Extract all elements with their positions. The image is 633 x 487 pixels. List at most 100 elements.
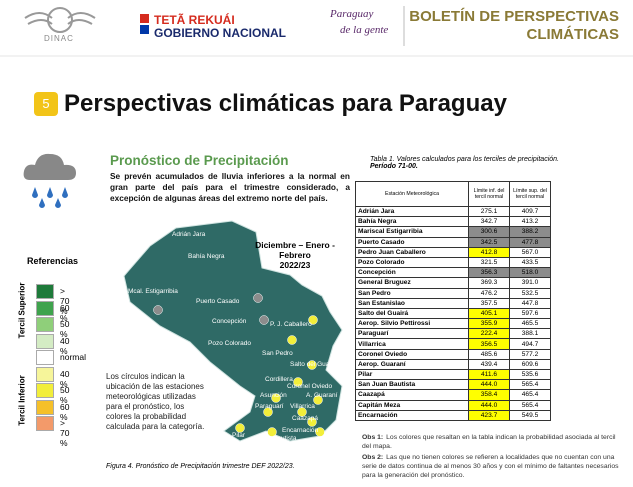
upper-cell: 388.2: [509, 226, 551, 238]
station-marker: [153, 305, 163, 315]
station-cell: Adrián Jara: [355, 205, 469, 218]
period: Diciembre – Enero - Febrero 2022/23: [240, 240, 350, 270]
table-row: Encarnación 423.7 549.5: [355, 409, 551, 421]
table-caption-line: Período 71-00.: [370, 163, 418, 170]
station-marker: [293, 377, 303, 387]
upper-cell: 609.6: [509, 358, 551, 371]
legend-swatch: [36, 399, 54, 415]
column-header: Estación Meteorológica: [355, 181, 469, 207]
org-name: DINAC: [44, 34, 74, 43]
upper-cell: 465.5: [509, 318, 551, 330]
station-marker: [297, 407, 307, 417]
period-line: 2022/23: [279, 260, 311, 270]
legend-label: 40 %: [60, 368, 70, 389]
station-marker: [287, 335, 297, 345]
lower-cell: 222.4: [468, 328, 510, 340]
station-cell: Paraguarí: [355, 328, 469, 340]
upper-cell: 577.2: [509, 348, 551, 360]
upper-cell: 549.5: [509, 409, 551, 421]
station-marker: [313, 395, 323, 405]
table-row: Mariscal Estigarribia 300.6 388.2: [355, 226, 551, 238]
lower-cell: 412.8: [468, 246, 510, 258]
station-label: Asunción: [260, 392, 287, 399]
table-caption: Tabla 1. Valores calculados para los ter…: [370, 156, 620, 170]
upper-cell: 433.5: [509, 256, 551, 269]
station-cell: Bahía Negra: [355, 216, 469, 228]
country-shape: [123, 220, 343, 442]
lower-cell: 476.2: [468, 287, 510, 299]
station-marker: [307, 360, 317, 370]
station-label: Villarrica: [290, 403, 315, 410]
observation-text: Los colores que resaltan en la tabla ind…: [362, 434, 616, 450]
table-row: Pozo Colorado 321.5 433.5: [355, 256, 551, 269]
table-row: Pilar 411.6 535.6: [355, 368, 551, 381]
lower-cell: 369.3: [468, 277, 510, 289]
observation: Obs 2: Las que no tienen colores se refie…: [362, 453, 624, 480]
station-label: S.J. Bautista: [260, 435, 297, 442]
legend-label: 50 %: [60, 385, 70, 405]
observation-text: Las que no tienen colores se refieren a …: [362, 454, 619, 479]
lower-cell: 356.5: [468, 338, 510, 350]
legend-swatch: [36, 317, 54, 332]
upper-cell: 518.0: [509, 267, 551, 279]
table-row: Aerop. Guaraní 439.4 609.6: [355, 358, 551, 371]
station-label: Adrián Jara: [172, 231, 206, 238]
lower-cell: 300.6: [468, 226, 510, 238]
upper-cell: 565.4: [509, 379, 551, 391]
station-marker: [259, 315, 269, 325]
lower-cell: 485.6: [468, 348, 510, 360]
station-label: Pilar: [232, 432, 246, 439]
gov-line: TETÃ REKUÁI: [154, 13, 235, 27]
station-label: Salto del Guairá: [290, 361, 337, 368]
station-cell: Aerop. Silvio Pettirossi: [355, 318, 469, 330]
observation-label: Obs 2:: [362, 454, 384, 461]
slogan: Paraguay: [330, 8, 374, 20]
station-marker: [315, 427, 325, 437]
station-label: Mcal. Estigarribia: [128, 288, 178, 295]
station-marker: [263, 407, 273, 417]
station-label: Coronel Oviedo: [287, 383, 333, 390]
station-cell: Salto del Guairá: [355, 307, 469, 320]
station-marker: [235, 423, 245, 433]
slogan: de la gente: [340, 24, 389, 36]
station-cell: San Pedro: [355, 287, 469, 299]
upper-cell: 409.7: [509, 205, 551, 218]
station-label: Encarnación: [282, 427, 319, 434]
table-row: Capitán Meza 444.0 565.4: [355, 399, 551, 411]
table-row: San Juan Bautista 444.0 565.4: [355, 379, 551, 391]
station-cell: San Estanislao: [355, 297, 469, 309]
upper-cell: 532.5: [509, 287, 551, 299]
lower-cell: 355.9: [468, 318, 510, 330]
legend-label: > 70 %: [60, 286, 70, 316]
legend-label: 60 %: [60, 302, 70, 323]
legend-lower: Tercil Inferior: [17, 375, 27, 426]
data-table: Estación Meteorológica Límite inf. del te…: [355, 181, 551, 421]
table-row: San Estanislao 357.5 447.8: [355, 297, 551, 309]
table-row: Adrián Jara 275.1 409.7: [355, 205, 551, 218]
station-cell: Coronel Oviedo: [355, 348, 469, 360]
table-row: General Bruguez 369.3 391.0: [355, 277, 551, 289]
lower-cell: 342.7: [468, 216, 510, 228]
station-cell: Pozo Colorado: [355, 256, 469, 269]
station-label: Caazapá: [292, 415, 318, 422]
lower-cell: 411.6: [468, 368, 510, 381]
station-label: Paraguarí: [255, 403, 284, 410]
lower-cell: 444.0: [468, 399, 510, 411]
header-row: Estación Meteorológica Límite inf. del te…: [355, 181, 551, 207]
upper-cell: 391.0: [509, 277, 551, 289]
table-row: Salto del Guairá 405.1 597.6: [355, 307, 551, 320]
station-label: San Pedro: [262, 350, 293, 357]
lower-cell: 405.1: [468, 307, 510, 320]
table-caption-line: Tabla 1. Valores calculados para los ter…: [370, 156, 559, 163]
table-row: Bahía Negra 342.7 413.2: [355, 216, 551, 228]
lower-cell: 439.4: [468, 358, 510, 371]
table-row: Caazapá 358.4 465.4: [355, 389, 551, 401]
station-cell: Aerop. Guaraní: [355, 358, 469, 371]
table-row: Villarrica 356.5 494.7: [355, 338, 551, 350]
lower-cell: 423.7: [468, 409, 510, 421]
observations: Obs 1: Los colores que resaltan en la tab…: [362, 433, 624, 482]
gov-line: GOBIERNO NACIONAL: [154, 26, 286, 40]
table-row: Puerto Casado 342.5 477.8: [355, 236, 551, 248]
table-row: Paraguarí 222.4 388.1: [355, 328, 551, 340]
